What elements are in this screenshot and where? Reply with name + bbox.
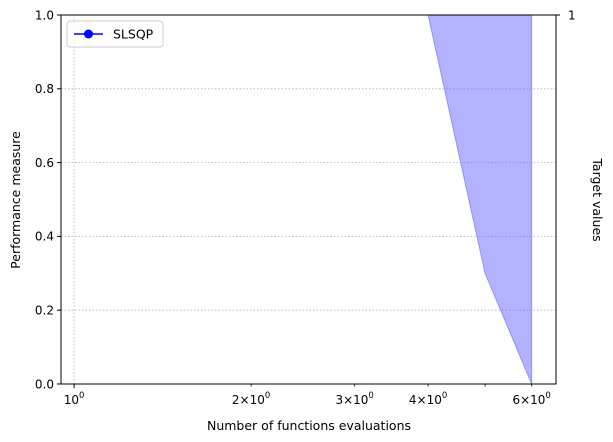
x-axis-label: Number of functions evaluations xyxy=(207,418,411,433)
legend: SLSQP xyxy=(66,20,164,48)
y-tick-label: 0.8 xyxy=(35,82,54,96)
legend-box xyxy=(66,20,164,48)
x-tick-label: 2×100 xyxy=(232,391,270,407)
x-tick-label: 100 xyxy=(64,391,85,407)
right-tick-label: 1 xyxy=(568,8,576,22)
y-axis-ticks: 0.0 0.2 0.4 0.6 0.8 1.0 xyxy=(35,8,61,391)
series-band-slsqp xyxy=(427,14,533,385)
series-band xyxy=(427,14,533,385)
y-tick-label: 1.0 xyxy=(35,8,54,22)
x-tick-label: 4×100 xyxy=(409,391,447,407)
y-tick-label: 0.0 xyxy=(35,377,54,391)
legend-entry-slsqp: SLSQP xyxy=(113,27,154,42)
y-tick-label: 0.2 xyxy=(35,304,54,318)
right-axis-ticks: 1 xyxy=(556,8,576,22)
y-axis-label: Performance measure xyxy=(8,131,23,269)
right-axis-label: Target values xyxy=(590,157,605,241)
x-tick-label: 3×100 xyxy=(335,391,373,407)
y-tick-label: 0.4 xyxy=(35,230,54,244)
y-tick-label: 0.6 xyxy=(35,156,54,170)
x-tick-label: 6×100 xyxy=(512,391,550,407)
plot-frame xyxy=(60,14,557,385)
legend-marker-swatch xyxy=(84,29,93,39)
x-axis-ticks: 100 2×100 3×100 4×100 6×100 xyxy=(64,384,551,407)
